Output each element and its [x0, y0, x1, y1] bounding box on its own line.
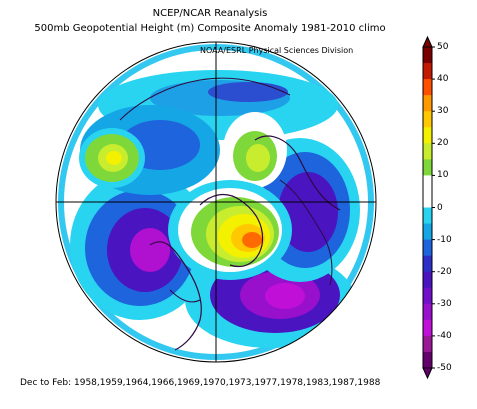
colorbar-cell [423, 223, 432, 241]
colorbar-cell [423, 63, 432, 80]
colorbar-cell [423, 319, 432, 337]
colorbar-cell [423, 239, 432, 257]
colorbar-label: 30 [437, 106, 449, 117]
colorbar-top-arrow [422, 35, 433, 48]
colorbar-cells [422, 35, 433, 380]
colorbar-label: -30 [437, 298, 452, 309]
colorbar-cell [423, 303, 432, 321]
year-list: Dec to Feb: 1958,1959,1964,1966,1969,197… [20, 378, 381, 388]
colorbar-cell [423, 255, 432, 273]
colorbar-label: 50 [437, 42, 449, 52]
colorbar-cell [423, 95, 432, 112]
colorbar-cell [423, 79, 432, 96]
credit-text: NOAA/ESRL Physical Sciences Division [200, 46, 354, 55]
colorbar-cell [423, 335, 432, 353]
colorbar-bottom-arrow [422, 367, 433, 380]
colorbar-cell [423, 159, 432, 176]
colorbar-cell [423, 111, 432, 128]
colorbar-ticks [432, 46, 435, 369]
colorbar-cell [423, 271, 432, 289]
colorbar-cell [423, 127, 432, 144]
colorbar-cell [423, 207, 432, 225]
anomaly-field [56, 42, 376, 362]
colorbar-cell [423, 191, 432, 208]
colorbar-label: 40 [437, 74, 449, 85]
colorbar-label: -10 [437, 234, 452, 245]
map-graticule [55, 41, 377, 363]
colorbar-label: 0 [437, 202, 443, 213]
title-line-1: NCEP/NCAR Reanalysis [152, 8, 268, 19]
colorbar-label: -20 [437, 266, 452, 277]
colorbar-label: -40 [437, 330, 452, 341]
colorbar-label: -50 [437, 363, 452, 373]
colorbar-cell [423, 143, 432, 160]
colorbar-cell [423, 175, 432, 192]
colorbar-label: 20 [437, 138, 449, 149]
colorbar-label: 10 [437, 170, 449, 181]
title-line-2: 500mb Geopotential Height (m) Composite … [34, 23, 386, 34]
colorbar-cell [423, 47, 432, 64]
colorbar-cell [423, 351, 432, 369]
colorbar-cell [423, 287, 432, 305]
